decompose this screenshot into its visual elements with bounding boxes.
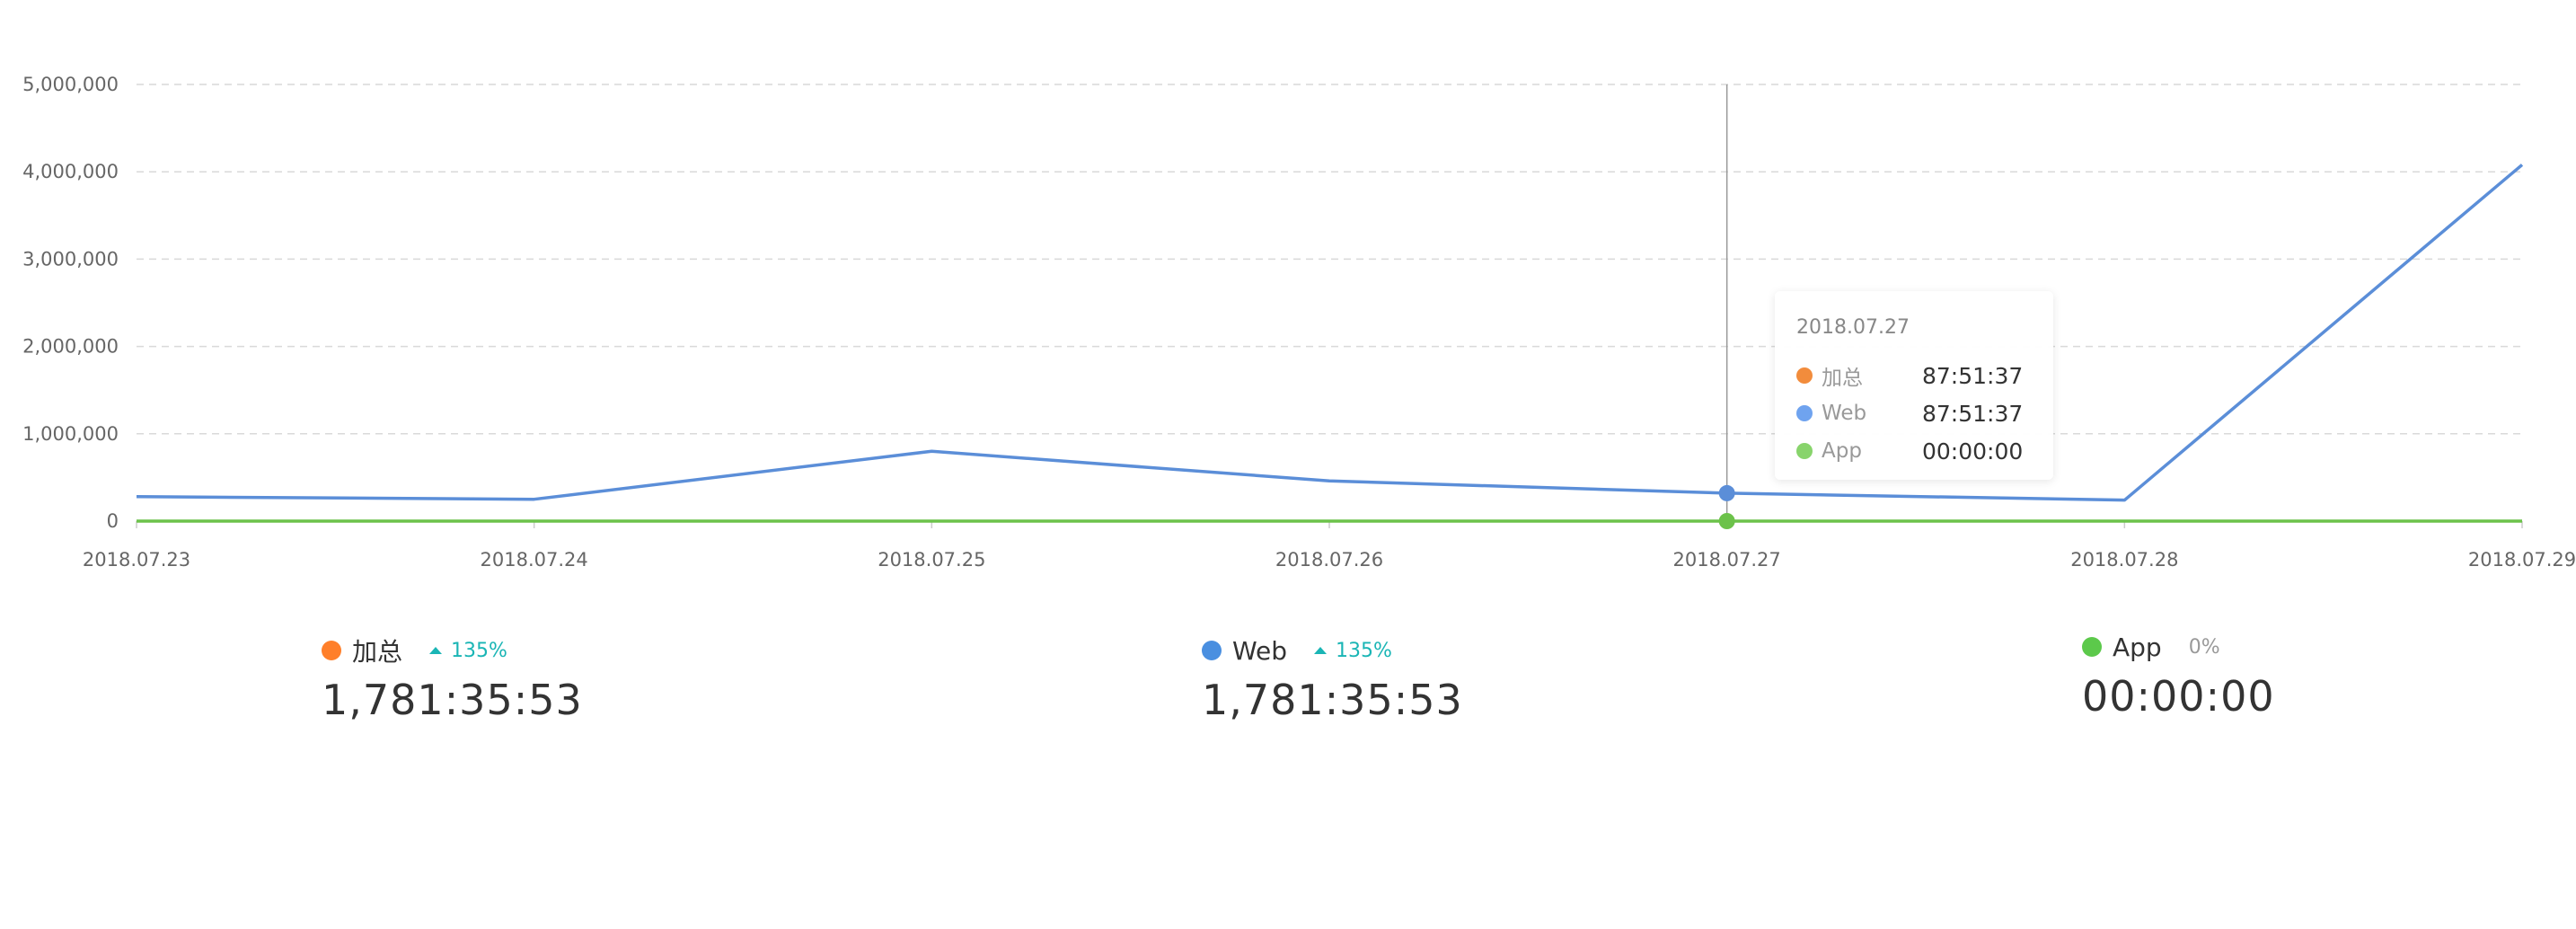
summary-web[interactable]: Web 135% 1,781:35:53 bbox=[1202, 633, 1463, 724]
chart-tooltip: 2018.07.27 加总 87:51:37 Web 87:51:37 App … bbox=[1775, 291, 2053, 480]
summary-label: App bbox=[2113, 632, 2162, 662]
series-line-web bbox=[136, 164, 2524, 502]
x-tick-label: 2018.07.24 bbox=[481, 549, 588, 571]
x-tick-label: 2018.07.25 bbox=[878, 549, 985, 571]
summary-label: Web bbox=[1232, 635, 1288, 666]
x-tick-label: 2018.07.23 bbox=[83, 549, 190, 571]
line-chart: 5,000,000 4,000,000 3,000,000 2,000,000 1,00… bbox=[22, 74, 2576, 571]
app-dot-icon bbox=[1796, 443, 1813, 459]
trend-up-icon bbox=[1314, 647, 1328, 654]
tooltip-row-label: 加总 bbox=[1822, 367, 1863, 390]
y-tick-label: 5,000,000 bbox=[22, 74, 119, 95]
tooltip-row-value: 00:00:00 bbox=[1922, 438, 2024, 464]
highlight-point-web bbox=[1718, 484, 1735, 501]
tooltip-row-label: Web bbox=[1822, 402, 1867, 425]
highlight-points bbox=[1718, 484, 1735, 529]
summary-change: 135% bbox=[451, 639, 507, 662]
tooltip-row-label: App bbox=[1822, 439, 1862, 463]
tooltip-row-app: App 00:00:00 bbox=[1796, 432, 2032, 470]
tooltip-row-total: 加总 87:51:37 bbox=[1796, 357, 2032, 394]
summary-label: 加总 bbox=[352, 637, 403, 667]
x-tick-label: 2018.07.27 bbox=[1673, 549, 1781, 571]
y-tick-label: 1,000,000 bbox=[22, 423, 119, 445]
x-axis: 2018.07.23 2018.07.24 2018.07.25 2018.07.26… bbox=[83, 520, 2576, 571]
x-tick-label: 2018.07.28 bbox=[2070, 549, 2178, 571]
app-legend-dot-icon bbox=[2082, 637, 2102, 657]
tooltip-row-value: 87:51:37 bbox=[1922, 362, 2024, 389]
web-legend-dot-icon bbox=[1202, 641, 1222, 660]
highlight-point-app bbox=[1718, 513, 1735, 529]
summary-value: 1,781:35:53 bbox=[1202, 676, 1463, 724]
summary-change: 0% bbox=[2188, 635, 2220, 659]
total-dot-icon bbox=[1796, 367, 1813, 384]
tooltip-row-web: Web 87:51:37 bbox=[1796, 394, 2032, 432]
y-axis: 5,000,000 4,000,000 3,000,000 2,000,000 1,00… bbox=[22, 74, 119, 532]
series-lines bbox=[136, 164, 2524, 523]
summary-app[interactable]: App 0% 00:00:00 bbox=[2082, 629, 2275, 721]
tooltip-row-value: 87:51:37 bbox=[1922, 400, 2024, 427]
tooltip-title: 2018.07.27 bbox=[1796, 316, 1910, 339]
total-legend-dot-icon bbox=[322, 641, 341, 660]
summary-total[interactable]: 加总 135% 1,781:35:53 bbox=[322, 633, 583, 724]
y-tick-label: 2,000,000 bbox=[22, 336, 119, 358]
x-tick-label: 2018.07.29 bbox=[2468, 549, 2576, 571]
y-tick-label: 0 bbox=[107, 510, 119, 532]
grid-lines bbox=[137, 84, 2522, 435]
y-tick-label: 4,000,000 bbox=[22, 161, 119, 182]
trend-up-icon bbox=[429, 647, 443, 654]
x-tick-label: 2018.07.26 bbox=[1275, 549, 1383, 571]
web-dot-icon bbox=[1796, 405, 1813, 421]
summary-change: 135% bbox=[1336, 639, 1392, 662]
summary-value: 00:00:00 bbox=[2082, 672, 2275, 721]
summary-value: 1,781:35:53 bbox=[322, 676, 583, 724]
y-tick-label: 3,000,000 bbox=[22, 248, 119, 270]
